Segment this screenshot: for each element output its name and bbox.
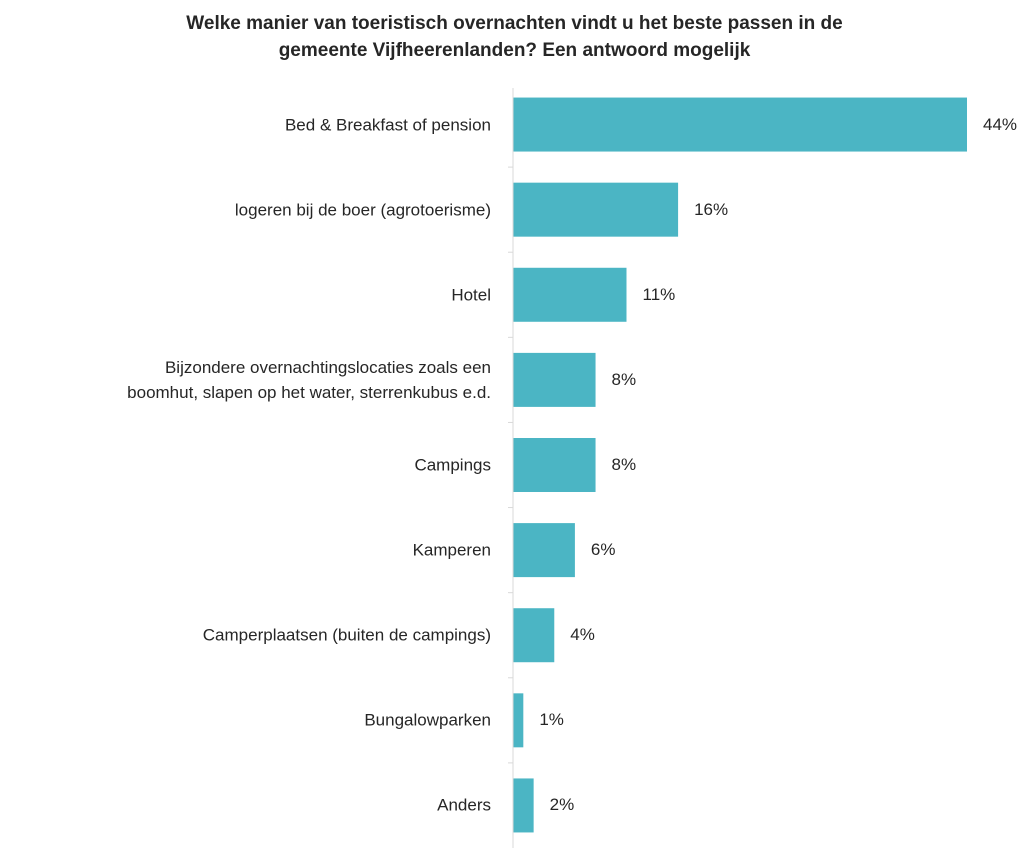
bar	[513, 523, 575, 578]
category-label: Kamperen	[412, 540, 491, 560]
value-label: 11%	[642, 284, 676, 304]
category-label: Anders	[437, 795, 491, 815]
category-label: Bed & Breakfast of pension	[284, 115, 491, 135]
value-label: 6%	[590, 540, 616, 560]
category-label: Bijzondere overnachtingslocaties zoals e…	[127, 357, 491, 402]
bar	[513, 97, 967, 152]
bar	[513, 608, 555, 663]
value-label: 8%	[611, 455, 637, 474]
chart-title: Welke manier van toeristisch overnachten…	[186, 13, 843, 61]
bar	[513, 182, 679, 237]
bar	[513, 267, 627, 322]
value-label: 44%	[983, 114, 1018, 134]
category-label: Campings	[414, 455, 491, 475]
category-label: Bungalowparken	[364, 710, 491, 730]
category-label: logeren bij de boer (agrotoerisme)	[234, 200, 491, 220]
bar	[513, 438, 596, 492]
value-label: 4%	[570, 625, 595, 645]
value-label: 16%	[694, 199, 729, 219]
bar	[513, 352, 596, 407]
category-label: Camperplaatsen (buiten de campings)	[202, 625, 491, 645]
bar	[513, 693, 524, 748]
category-label: Hotel	[451, 285, 491, 305]
bar	[513, 778, 534, 833]
value-label: 2%	[549, 795, 575, 815]
value-label: 8%	[611, 369, 637, 389]
value-label: 1%	[539, 710, 564, 730]
